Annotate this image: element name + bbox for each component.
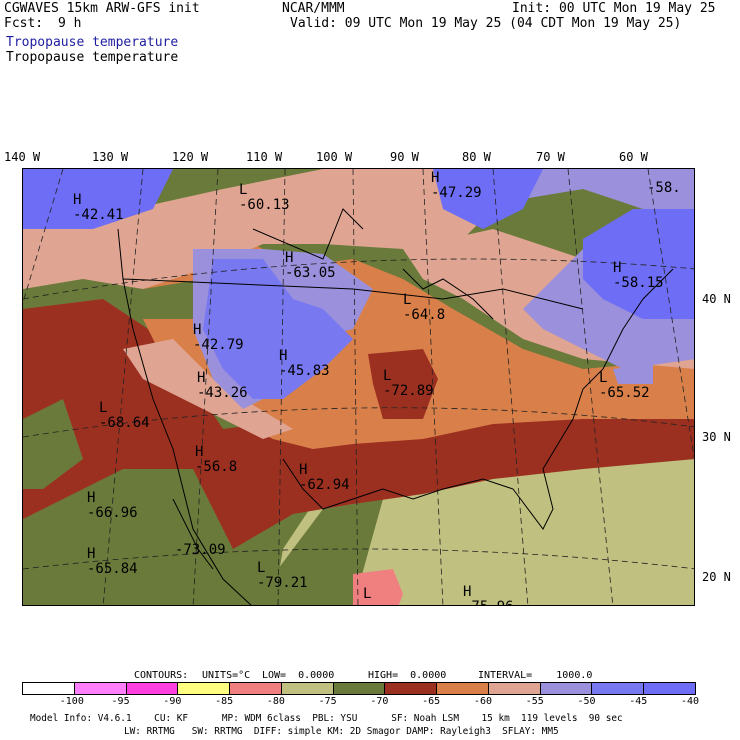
lat-label: 20 N xyxy=(702,570,731,584)
colorbar-segment xyxy=(384,682,438,695)
colorbar-segment xyxy=(177,682,231,695)
colorbar-tick-label: -95 xyxy=(111,696,130,707)
field-title: Tropopause temperature xyxy=(6,50,179,65)
map-label-high: H -62.94 xyxy=(299,462,350,493)
high-label: HIGH= 0.0000 xyxy=(368,670,447,681)
colorbar-segment xyxy=(229,682,282,695)
lat-label: 40 N xyxy=(702,292,731,306)
map-label-low: L -68.64 xyxy=(99,400,150,431)
fill-peach-west xyxy=(123,339,293,439)
map-label-high: H -63.05 xyxy=(285,250,336,281)
colorbar-tick-label: -75 xyxy=(318,696,337,707)
fill-blue-newengland xyxy=(583,209,694,319)
colorbar-tick-label: -55 xyxy=(525,696,544,707)
lon-label: 70 W xyxy=(536,150,565,164)
fcst-label: Fcst: xyxy=(4,16,44,31)
field-title-blue: Tropopause temperature xyxy=(6,35,179,50)
colorbar-segment xyxy=(332,682,386,695)
lat-label: 30 N xyxy=(702,430,731,444)
colorbar-segment xyxy=(539,682,593,695)
colorbar-tick-label: -90 xyxy=(163,696,182,707)
fill-blue-pacnw xyxy=(23,169,173,229)
map-label-high: H -56.8 xyxy=(195,444,238,475)
map-label-value: -73.09 xyxy=(175,542,226,558)
colorbar-tick-label: -70 xyxy=(370,696,389,707)
map-label-high: H -43.26 xyxy=(197,370,248,401)
map-panel: H -42.41 L -60.13 H -47.29 -58. H -63.05… xyxy=(22,168,695,606)
colorbar-tick-label: -60 xyxy=(473,696,492,707)
colorbar-segment xyxy=(73,682,127,695)
tropopause-temperature-map xyxy=(23,169,694,605)
map-label-low: L -60.13 xyxy=(239,182,290,213)
map-label-value: -58. xyxy=(647,180,681,196)
lon-label: 140 W xyxy=(4,150,41,164)
physics-info: LW: RRTMG SW: RRTMG DIFF: simple KM: 2D … xyxy=(124,726,559,737)
valid-time: Valid: 09 UTC Mon 19 May 25 (04 CDT Mon … xyxy=(290,16,682,31)
colorbar-segment xyxy=(22,682,75,695)
colorbar-tick-label: -50 xyxy=(577,696,596,707)
fcst-value: 9 h xyxy=(58,16,82,31)
lon-label: 80 W xyxy=(462,150,491,164)
map-label-high: H -66.96 xyxy=(87,490,138,521)
units-label: UNITS=°C xyxy=(202,670,251,681)
model-title: CGWAVES 15km ARW-GFS init xyxy=(4,1,200,16)
colorbar-tick-label: -100 xyxy=(59,696,84,707)
colorbar-segment xyxy=(125,682,179,695)
fill-olive-west xyxy=(23,399,83,489)
map-label-low: L -65.52 xyxy=(599,370,650,401)
map-label-low: L -72.89 xyxy=(383,368,434,399)
lon-label: 130 W xyxy=(92,150,129,164)
map-label-high: H -42.79 xyxy=(193,322,244,353)
init-time: Init: 00 UTC Mon 19 May 25 xyxy=(512,1,716,16)
map-label-high: H -75.96 xyxy=(463,584,514,606)
colorbar-segment xyxy=(436,682,489,695)
colorbar-tick-label: -45 xyxy=(629,696,648,707)
colorbar-tick-label: -80 xyxy=(266,696,285,707)
map-label-high: H -58.15 xyxy=(613,260,664,291)
fill-darkred-missouri xyxy=(368,349,438,419)
map-label-high: H -45.83 xyxy=(279,348,330,379)
colorbar-segment xyxy=(643,682,696,695)
colorbar-tick-label: -85 xyxy=(215,696,234,707)
colorbar-tick-label: -40 xyxy=(681,696,700,707)
lon-label: 100 W xyxy=(316,150,353,164)
map-label-low: L -64.8 xyxy=(403,292,446,323)
fill-blue-rockies xyxy=(203,259,353,399)
lon-label: 90 W xyxy=(390,150,419,164)
colorbar-segment xyxy=(591,682,645,695)
map-label-low: L xyxy=(363,586,372,602)
map-label-high: H -47.29 xyxy=(431,170,482,201)
lon-label: 120 W xyxy=(172,150,209,164)
org-label: NCAR/MMM xyxy=(282,1,345,16)
map-label-low: L -79.21 xyxy=(257,560,308,591)
colorbar-tick-label: -65 xyxy=(422,696,441,707)
map-label-high: H -65.84 xyxy=(87,546,138,577)
fill-lavender-atlantic xyxy=(613,364,653,384)
colorbar-segment xyxy=(487,682,541,695)
colorbar-segment xyxy=(280,682,334,695)
fill-olive-pacific xyxy=(23,519,223,605)
coastlines xyxy=(117,208,674,605)
map-label-high: H -42.41 xyxy=(73,192,124,223)
interval-label: INTERVAL= 1000.0 xyxy=(478,670,593,681)
fill-salmon-gulf xyxy=(353,569,403,605)
contours-label: CONTOURS: xyxy=(134,670,189,681)
low-label: LOW= 0.0000 xyxy=(262,670,335,681)
model-info: Model Info: V4.6.1 CU: KF MP: WDM 6class… xyxy=(30,713,623,724)
fill-blue-hudson xyxy=(433,169,543,229)
lon-label: 60 W xyxy=(619,150,648,164)
lon-label: 110 W xyxy=(246,150,283,164)
